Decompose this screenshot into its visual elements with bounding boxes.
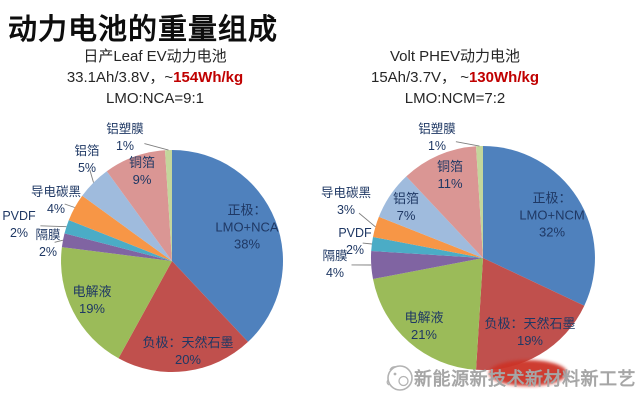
spec-prefix: 15Ah/3.7V， ~ — [370, 69, 469, 86]
pie-slice — [483, 146, 595, 306]
pie-slice — [476, 258, 585, 371]
pie-slice — [373, 258, 483, 370]
label-leader-line — [362, 242, 372, 245]
pie-slice — [371, 237, 483, 258]
chart-spec-leaf: 33.1Ah/3.8V，~154Wh/kg — [10, 67, 300, 88]
pie-slice — [406, 146, 483, 258]
pie-slice — [61, 247, 172, 359]
chart-header-leaf: 日产Leaf EV动力电池 33.1Ah/3.8V，~154Wh/kg LMO:… — [10, 46, 300, 109]
chart-title-leaf: 日产Leaf EV动力电池 — [83, 48, 227, 65]
pie-slice — [118, 261, 248, 373]
pie-slice — [373, 216, 483, 258]
label-leader-line — [358, 212, 376, 228]
label-leader-line — [89, 169, 94, 183]
energy-density-value: 130Wh/kg — [468, 69, 539, 86]
watermark-text: 新能源新技术新材料新工艺 — [414, 369, 636, 389]
label-leader-line — [455, 141, 480, 147]
energy-density-value: 154Wh/kg — [173, 69, 244, 86]
pie-slice — [82, 171, 172, 261]
page-title: 动力电池的重量组成 — [8, 14, 279, 46]
pie-slice — [378, 176, 483, 258]
pie-slice — [68, 195, 172, 261]
panda-doodle-icon — [386, 365, 413, 391]
label-leader-line — [40, 225, 67, 228]
pie-slice — [64, 220, 172, 261]
label-leader-line — [64, 203, 75, 208]
chart-title-volt: Volt PHEV动力电池 — [389, 48, 521, 65]
chart-spec-volt: 15Ah/3.7V， ~130Wh/kg — [310, 67, 600, 88]
label-leader-line — [54, 239, 64, 243]
chart-ratio-volt: LMO:NCM=7:2 — [404, 90, 506, 107]
watermark-red-blob — [489, 360, 567, 386]
spec-prefix: 33.1Ah/3.8V，~ — [66, 69, 174, 86]
label-leader-line — [144, 143, 169, 151]
pie-slice — [165, 149, 172, 261]
pie-slice — [172, 150, 283, 342]
pie-slice — [61, 233, 172, 261]
chart-header-volt: Volt PHEV动力电池 15Ah/3.7V， ~130Wh/kg LMO:N… — [310, 46, 600, 109]
pie-slice — [370, 251, 483, 279]
pie-slice — [106, 150, 172, 261]
pie-slice — [476, 145, 483, 258]
chart-ratio-leaf: LMO:NCA=9:1 — [106, 90, 204, 107]
